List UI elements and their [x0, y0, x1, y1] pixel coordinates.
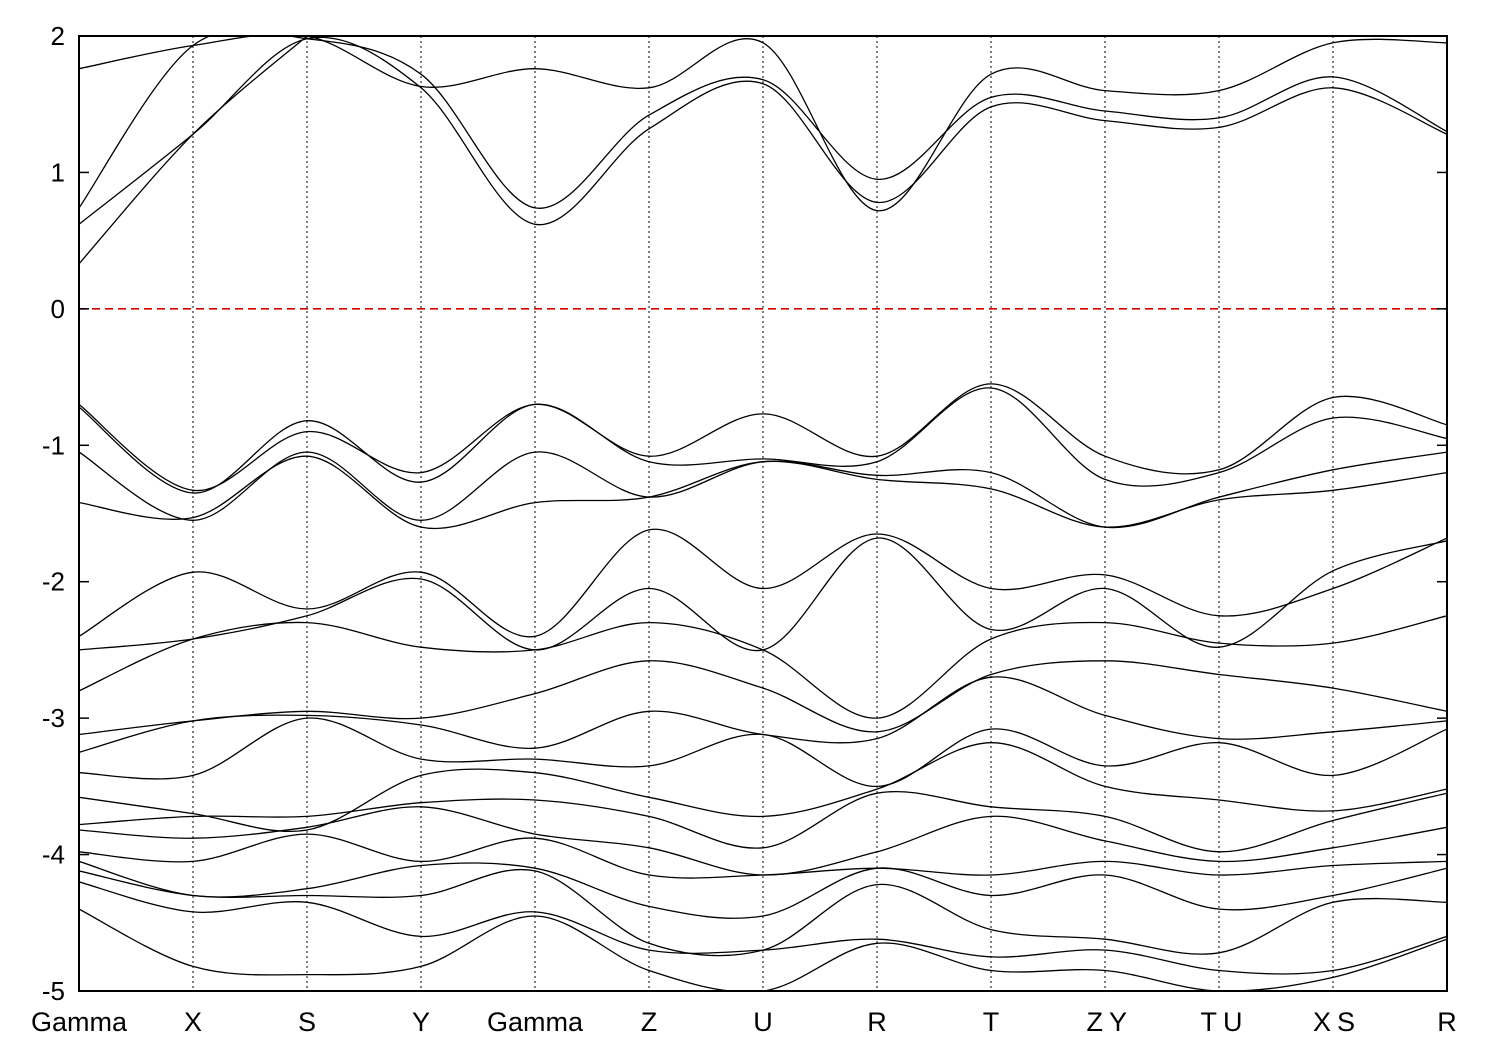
kpoint-label: S [1337, 1007, 1355, 1037]
band-line [79, 455, 1447, 530]
kpoint-label: U [753, 1007, 773, 1037]
band-line [79, 451, 1447, 529]
band-line [79, 387, 1447, 494]
band-line [79, 383, 1447, 491]
kpoint-label: Gamma [31, 1007, 128, 1037]
kpoint-label: U [1223, 1007, 1243, 1037]
band-line [79, 742, 1447, 833]
band-line [79, 717, 1447, 788]
y-tick-label: -4 [42, 840, 65, 870]
kpoint-gridlines [192, 36, 1334, 991]
y-tick-label: -1 [42, 430, 65, 460]
plot-axes [78, 35, 1448, 992]
kpoint-label: Y [412, 1007, 430, 1037]
band-line [79, 860, 1447, 919]
band-line [79, 36, 1447, 212]
kpoint-label: X [1313, 1007, 1331, 1037]
band-line [79, 528, 1447, 638]
kpoint-label: X [184, 1007, 202, 1037]
y-tick-label: 1 [51, 157, 65, 187]
kpoint-label: Y [1109, 1007, 1127, 1037]
y-tick-label: -5 [42, 976, 65, 1006]
y-tick-label: -2 [42, 567, 65, 597]
y-tick-label: 0 [51, 294, 65, 324]
band-line [79, 790, 1447, 853]
band-line [79, 833, 1447, 879]
kpoint-label: Z [641, 1007, 658, 1037]
band-line [79, 615, 1447, 719]
kpoint-label: T [983, 1007, 1000, 1037]
y-tick-label: 2 [51, 21, 65, 51]
kpoint-label: R [1437, 1007, 1457, 1037]
kpoint-label: T [1201, 1007, 1218, 1037]
band-line [79, 660, 1447, 736]
y-axis-ticks: 2 1 0 -1 -2 -3 -4 -5 [42, 21, 1447, 1006]
band-series [79, 36, 1447, 991]
kpoint-label: S [298, 1007, 316, 1037]
kpoint-label: Z [1087, 1007, 1104, 1037]
kpoint-label: R [867, 1007, 887, 1037]
band-line [79, 881, 1447, 975]
plot-frame [78, 35, 1448, 992]
band-line [79, 537, 1447, 652]
kpoint-labels: Gamma X S Y Gamma Z U R T Z Y T U X S R [31, 1007, 1457, 1037]
band-line [79, 36, 1447, 209]
kpoint-label: Gamma [487, 1007, 584, 1037]
y-tick-label: -3 [42, 703, 65, 733]
